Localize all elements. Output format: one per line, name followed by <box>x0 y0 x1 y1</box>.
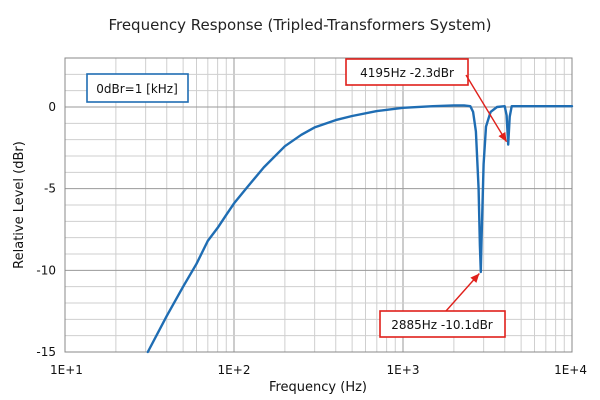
notch-annotation-2885-arrow-head <box>470 273 480 283</box>
y-axis-label: Relative Level (dBr) <box>12 141 27 269</box>
notch-annotation-4195-arrow-head <box>498 132 507 142</box>
notch-annotation-2885-text: 2885Hz -10.1dBr <box>391 318 493 332</box>
y-tick-label: -5 <box>44 182 56 196</box>
notch-annotation-4195: 4195Hz -2.3dBr <box>345 58 508 143</box>
notch-annotation-4195-box <box>345 58 469 86</box>
x-tick-label: 1E+2 <box>218 363 251 377</box>
x-tick-label: 1E+1 <box>50 363 83 377</box>
x-tick-label: 1E+3 <box>387 363 420 377</box>
y-axis-ticks: 0 -5 -10 -15 <box>36 100 56 359</box>
notch-annotation-4195-arrow <box>465 74 508 143</box>
x-tick-label: 1E+4 <box>554 363 587 377</box>
plot-frame <box>64 57 573 353</box>
reference-note-box <box>86 73 189 103</box>
notch-annotation-2885-box <box>379 310 506 338</box>
y-tick-label: -10 <box>36 263 56 277</box>
y-tick-label: 0 <box>48 100 56 114</box>
reference-note-text: 0dBr=1 [kHz] <box>96 82 178 96</box>
notch-annotation-2885: 2885Hz -10.1dBr <box>379 273 506 338</box>
response-curve-line <box>146 104 574 354</box>
x-axis-label: Frequency (Hz) <box>269 380 367 395</box>
chart-title: Frequency Response (Tripled-Transformers… <box>108 16 491 34</box>
x-axis-ticks: 1E+1 1E+2 1E+3 1E+4 <box>50 363 587 377</box>
reference-note: 0dBr=1 [kHz] <box>86 73 189 103</box>
y-tick-label: -15 <box>36 345 56 359</box>
notch-annotation-4195-text: 4195Hz -2.3dBr <box>360 66 454 80</box>
